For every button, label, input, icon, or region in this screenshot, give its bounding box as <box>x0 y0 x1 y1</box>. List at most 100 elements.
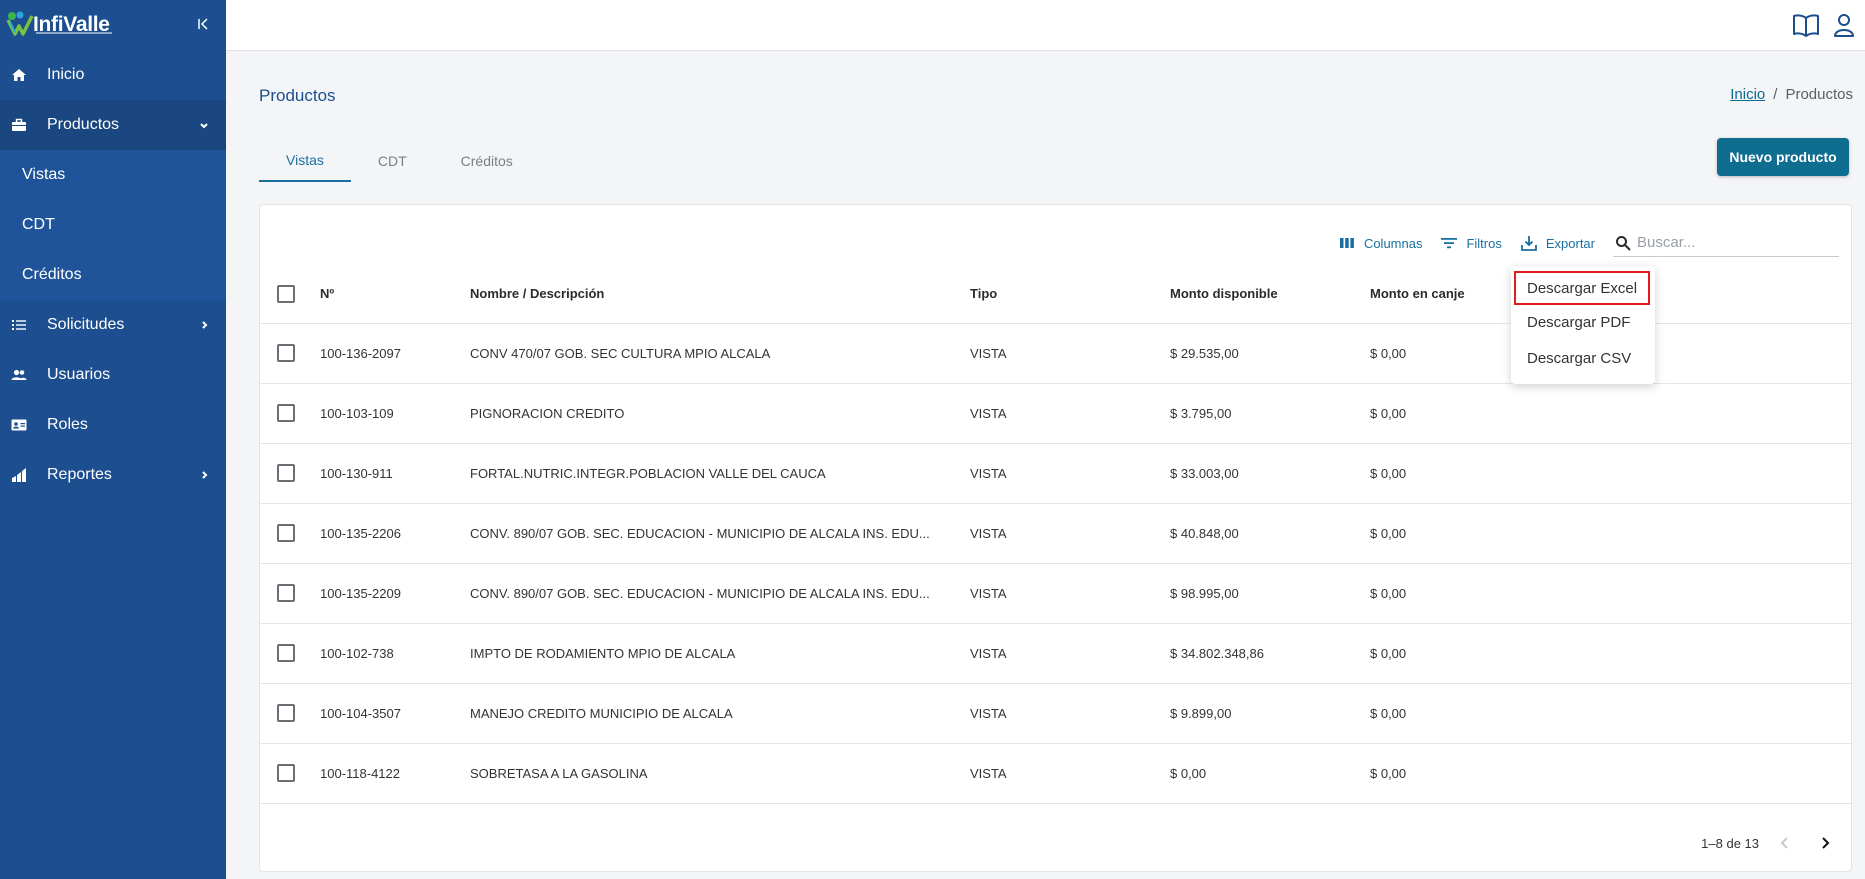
sidebar-item-usuarios[interactable]: Usuarios <box>0 350 226 400</box>
user-icon[interactable] <box>1830 12 1858 38</box>
column-header-tipo[interactable]: Tipo <box>970 265 1170 324</box>
app-logo[interactable]: InfiValle <box>6 10 110 37</box>
cell-numero: 100-118-4122 <box>320 743 470 804</box>
book-icon[interactable] <box>1792 12 1820 38</box>
tab-vistas[interactable]: Vistas <box>259 140 351 182</box>
cell-monto-canje: $ 0,00 <box>1370 623 1851 684</box>
export-button[interactable]: Exportar <box>1520 234 1595 252</box>
row-checkbox[interactable] <box>277 584 295 602</box>
row-checkbox-cell <box>260 743 320 804</box>
sidebar-submenu-productos: Vistas CDT Créditos <box>0 150 226 300</box>
collapse-sidebar-icon[interactable] <box>193 14 213 34</box>
select-all-checkbox[interactable] <box>277 284 295 303</box>
row-checkbox[interactable] <box>277 404 295 422</box>
sidebar-subitem-creditos[interactable]: Créditos <box>22 266 82 283</box>
breadcrumb-home-link[interactable]: Inicio <box>1730 86 1766 103</box>
sidebar-subitem-cdt[interactable]: CDT <box>22 216 55 233</box>
filters-button[interactable]: Filtros <box>1440 234 1502 252</box>
table-toolbar: Columnas Filtros Exportar <box>1338 229 1839 257</box>
cell-monto-canje: $ 0,00 <box>1370 503 1851 564</box>
cell-monto-disponible: $ 33.003,00 <box>1170 443 1370 504</box>
cell-numero: 100-103-109 <box>320 383 470 444</box>
cell-tipo: VISTA <box>970 683 1170 744</box>
breadcrumb-current: Productos <box>1785 86 1853 103</box>
row-checkbox-cell <box>260 383 320 444</box>
table-row[interactable]: 100-102-738 IMPTO DE RODAMIENTO MPIO DE … <box>260 623 1851 684</box>
column-header-numero[interactable]: Nº <box>320 265 470 324</box>
pagination: 1–8 de 13 <box>1701 829 1839 857</box>
row-checkbox-cell <box>260 443 320 504</box>
export-label: Exportar <box>1545 235 1595 251</box>
row-checkbox-cell <box>260 683 320 744</box>
logo-text: InfiValle <box>33 13 110 36</box>
row-checkbox[interactable] <box>277 464 295 482</box>
table-row[interactable]: 100-135-2209 CONV. 890/07 GOB. SEC. EDUC… <box>260 563 1851 624</box>
sidebar-subitem-vistas[interactable]: Vistas <box>22 166 66 183</box>
cell-numero: 100-135-2209 <box>320 563 470 624</box>
row-checkbox[interactable] <box>277 764 295 782</box>
download-excel-option[interactable]: Descargar Excel <box>1514 271 1650 305</box>
cell-monto-disponible: $ 0,00 <box>1170 743 1370 804</box>
row-checkbox-cell <box>260 323 320 384</box>
table-row[interactable]: 100-130-911 FORTAL.NUTRIC.INTEGR.POBLACI… <box>260 443 1851 504</box>
chevron-right-icon <box>202 321 208 329</box>
cell-nombre: CONV. 890/07 GOB. SEC. EDUCACION - MUNIC… <box>470 503 970 564</box>
cell-monto-canje: $ 0,00 <box>1370 443 1851 504</box>
cell-numero: 100-135-2206 <box>320 503 470 564</box>
export-menu: Descargar Excel Descargar PDF Descargar … <box>1511 266 1655 384</box>
row-checkbox[interactable] <box>277 524 295 542</box>
table-row[interactable]: 100-118-4122 SOBRETASA A LA GASOLINA VIS… <box>260 743 1851 804</box>
column-header-monto-disponible[interactable]: Monto disponible <box>1170 265 1370 324</box>
users-icon <box>11 369 27 380</box>
table-row[interactable]: 100-135-2206 CONV. 890/07 GOB. SEC. EDUC… <box>260 503 1851 564</box>
row-checkbox[interactable] <box>277 644 295 662</box>
sidebar-item-reportes[interactable]: Reportes <box>0 450 226 500</box>
breadcrumb: Inicio / Productos <box>1730 86 1853 103</box>
sidebar-item-inicio[interactable]: Inicio <box>0 50 226 100</box>
table-row[interactable]: 100-104-3507 MANEJO CREDITO MUNICIPIO DE… <box>260 683 1851 744</box>
logo-mark-icon <box>6 11 34 36</box>
bar-chart-icon <box>12 468 26 482</box>
sidebar-item-label: Inicio <box>47 66 85 83</box>
sidebar-item-label: Reportes <box>47 466 112 483</box>
tab-creditos[interactable]: Créditos <box>460 153 513 169</box>
sidebar-item-label: Productos <box>47 116 120 133</box>
prev-page-button[interactable] <box>1771 829 1799 857</box>
sidebar-item-label: Usuarios <box>47 366 111 383</box>
cell-numero: 100-104-3507 <box>320 683 470 744</box>
row-checkbox[interactable] <box>277 344 295 362</box>
search-icon <box>1616 235 1631 251</box>
cell-nombre: IMPTO DE RODAMIENTO MPIO DE ALCALA <box>470 623 970 684</box>
logo-tagline <box>36 32 112 34</box>
columns-label: Columnas <box>1363 235 1423 251</box>
cell-nombre: SOBRETASA A LA GASOLINA <box>470 743 970 804</box>
search-input[interactable] <box>1637 234 1827 251</box>
cell-monto-disponible: $ 98.995,00 <box>1170 563 1370 624</box>
download-pdf-option[interactable]: Descargar PDF <box>1527 313 1631 331</box>
columns-button[interactable]: Columnas <box>1338 234 1423 252</box>
search-box <box>1613 229 1839 257</box>
download-icon <box>1520 236 1537 251</box>
sidebar-item-productos[interactable]: Productos <box>0 100 226 150</box>
sidebar-item-solicitudes[interactable]: Solicitudes <box>0 300 226 350</box>
top-bar <box>226 0 1865 51</box>
sidebar-item-roles[interactable]: Roles <box>0 400 226 450</box>
chevron-right-icon <box>202 471 208 479</box>
cell-tipo: VISTA <box>970 563 1170 624</box>
next-page-button[interactable] <box>1811 829 1839 857</box>
home-icon <box>12 69 26 81</box>
download-csv-option[interactable]: Descargar CSV <box>1527 349 1632 367</box>
cell-tipo: VISTA <box>970 323 1170 384</box>
row-checkbox[interactable] <box>277 704 295 722</box>
cell-nombre: MANEJO CREDITO MUNICIPIO DE ALCALA <box>470 683 970 744</box>
cell-monto-canje: $ 0,00 <box>1370 683 1851 744</box>
new-product-button[interactable]: Nuevo producto <box>1717 138 1849 176</box>
column-header-nombre[interactable]: Nombre / Descripción <box>470 265 970 324</box>
table-row[interactable]: 100-103-109 PIGNORACION CREDITO VISTA $ … <box>260 383 1851 444</box>
cell-nombre: FORTAL.NUTRIC.INTEGR.POBLACION VALLE DEL… <box>470 443 970 504</box>
cell-monto-disponible: $ 3.795,00 <box>1170 383 1370 444</box>
pagination-range: 1–8 de 13 <box>1701 835 1759 851</box>
cell-tipo: VISTA <box>970 623 1170 684</box>
tab-cdt[interactable]: CDT <box>377 153 407 169</box>
cell-monto-disponible: $ 40.848,00 <box>1170 503 1370 564</box>
